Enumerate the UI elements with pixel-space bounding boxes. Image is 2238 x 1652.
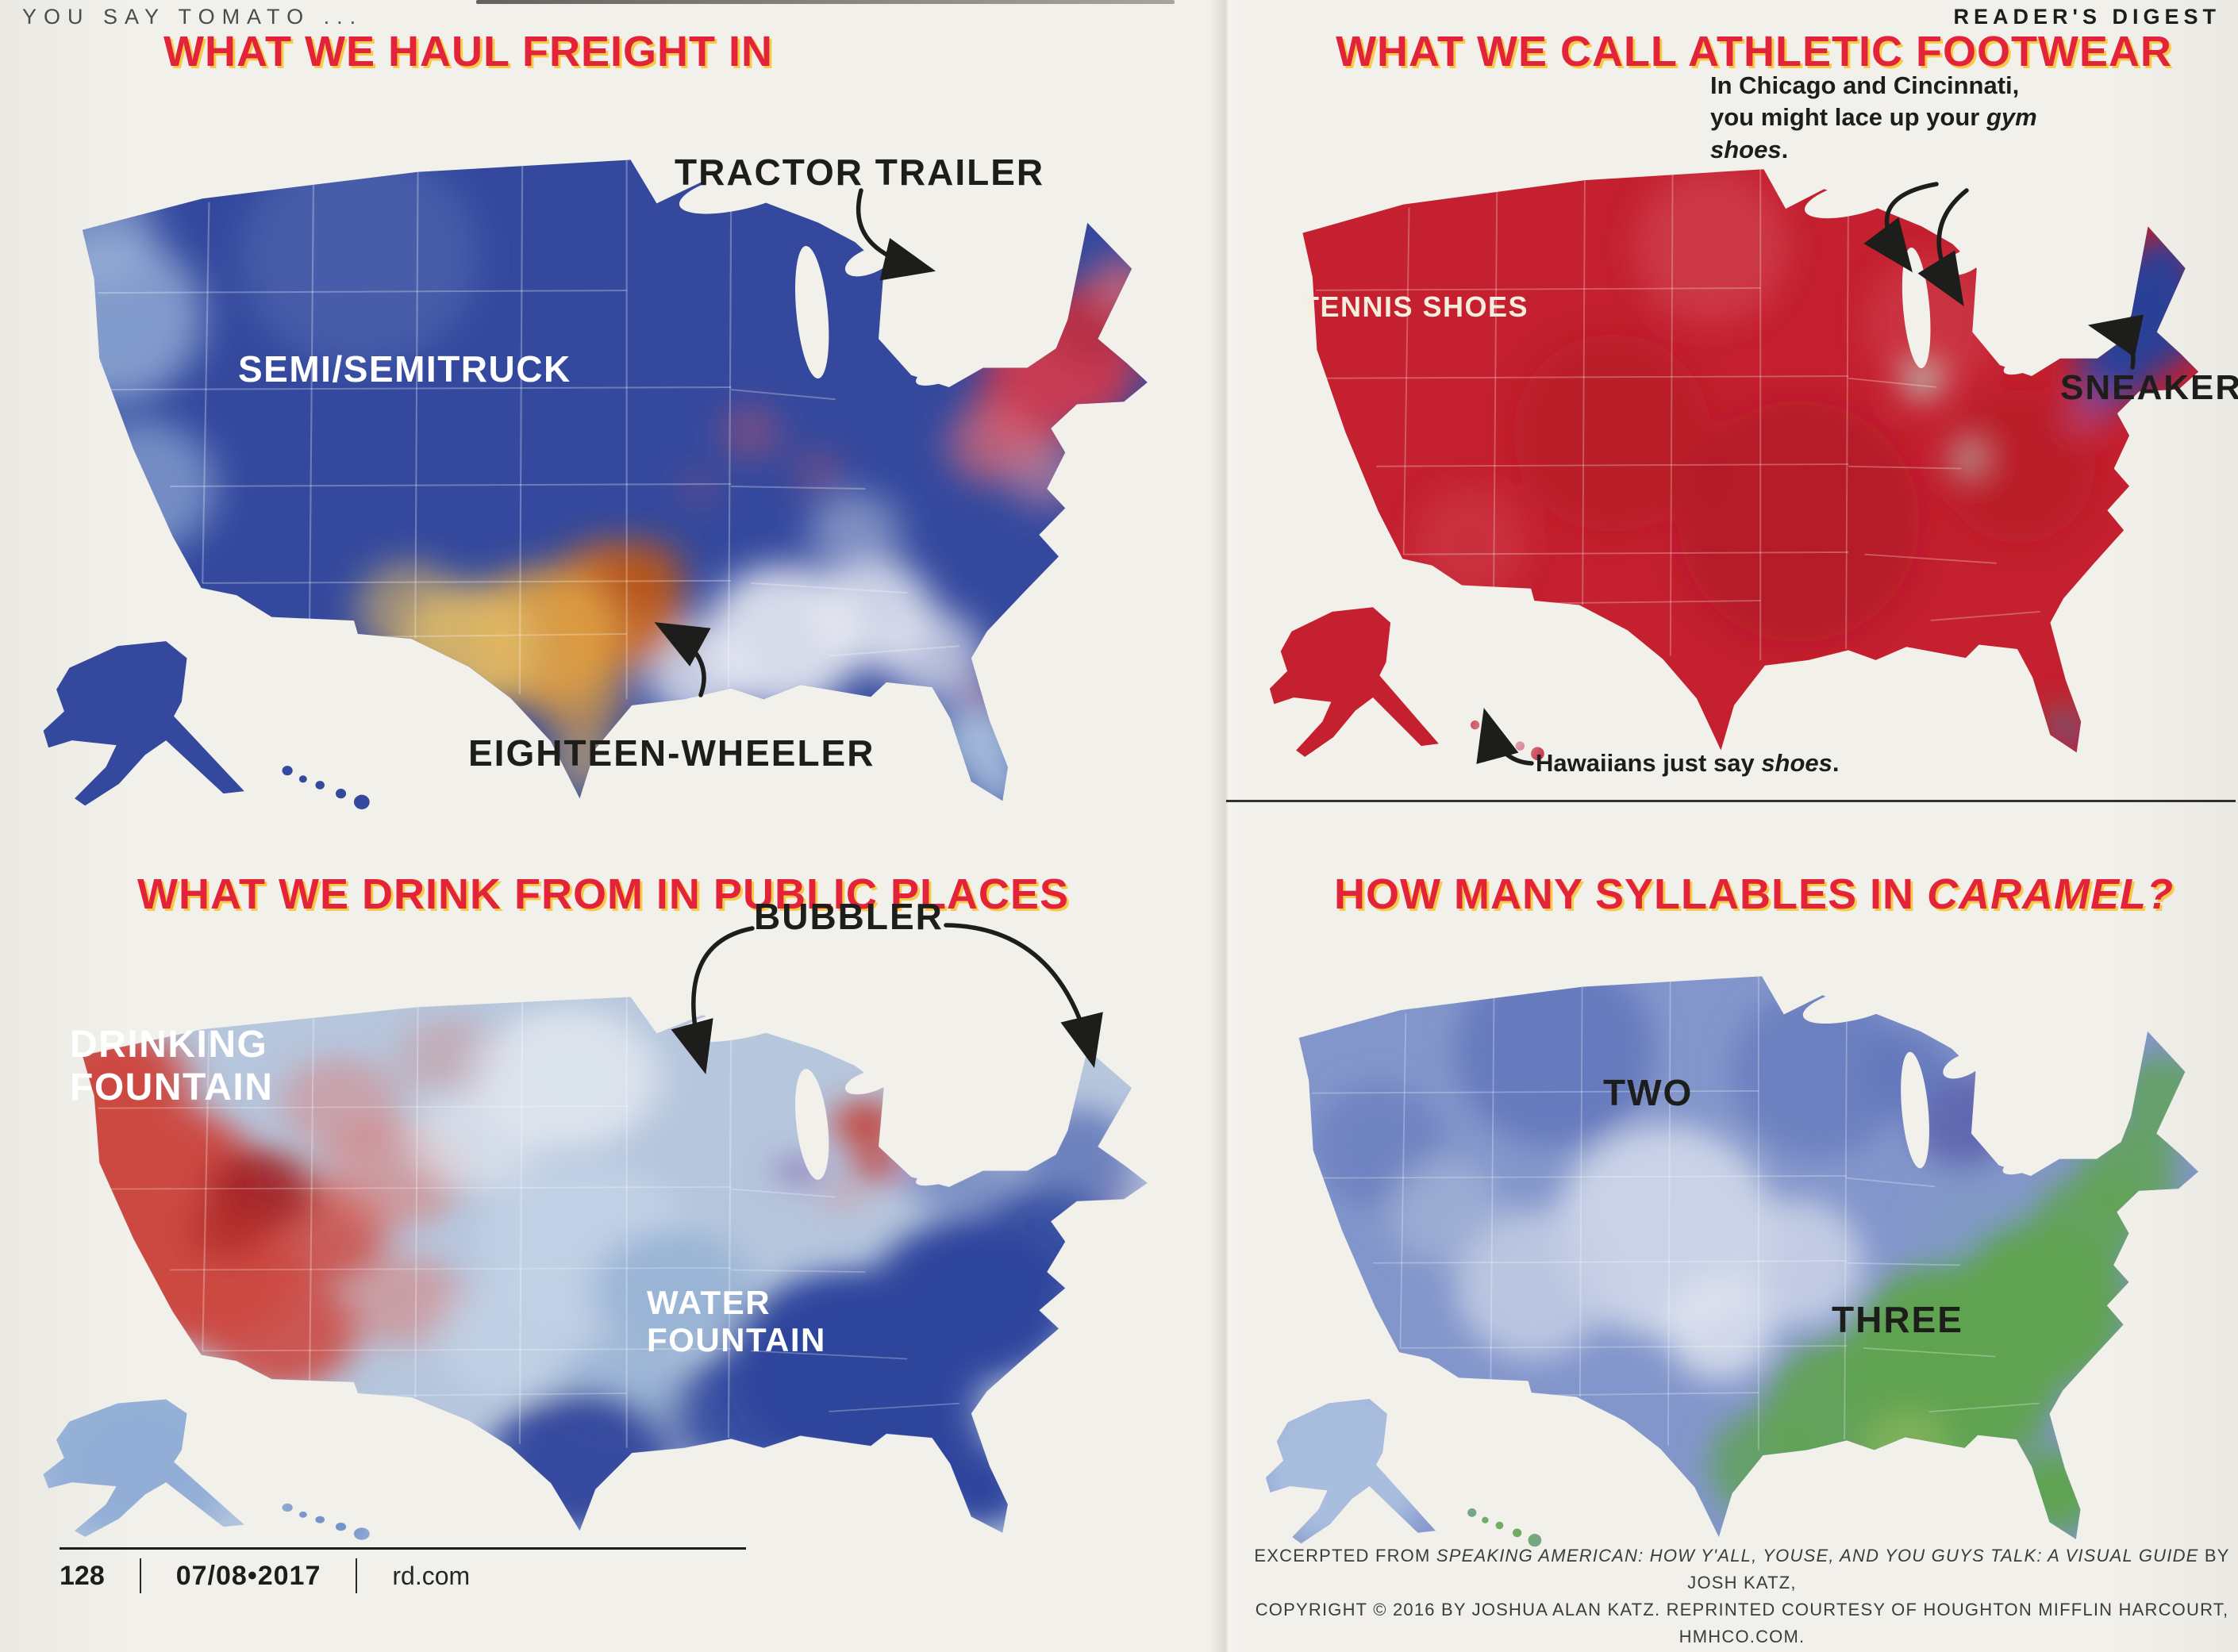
- freight-label-tractor-trailer: TRACTOR TRAILER: [675, 152, 1045, 193]
- credits-book-title: SPEAKING AMERICAN: HOW Y'ALL, YOUSE, AND…: [1436, 1546, 2199, 1566]
- footer-divider: [356, 1558, 358, 1593]
- arrow-sneakers: [2087, 314, 2144, 370]
- freight-label-semi: SEMI/SEMITRUCK: [238, 348, 571, 390]
- caramel-title-prefix: HOW MANY SYLLABLES IN: [1334, 870, 1928, 918]
- caramel-label-three: THREE: [1832, 1299, 1963, 1340]
- arrow-hawaii-shoes: [1476, 708, 1534, 766]
- footwear-note-gym-shoes: In Chicago and Cincinnati, you might lac…: [1710, 70, 2052, 166]
- note-gym-suffix: .: [1781, 135, 1789, 163]
- credits: EXCERPTED FROM SPEAKING AMERICAN: HOW Y'…: [1254, 1543, 2230, 1650]
- arrow-bubbler-wisconsin: [671, 926, 755, 1074]
- arrow-eighteen-wheeler: [654, 622, 711, 697]
- magazine-brand: READER'S DIGEST: [1953, 5, 2221, 29]
- footwear-map: [1269, 168, 2199, 761]
- footer-rule: [60, 1547, 746, 1550]
- note-hawaii-prefix: Hawaiians just say: [1536, 749, 1762, 777]
- drinking-label-drinking-fountain: DRINKING FOUNTAIN: [70, 1024, 274, 1108]
- footwear-label-tennis-shoes: TENNIS SHOES: [1302, 290, 1529, 323]
- caramel-map-title: HOW MANY SYLLABLES IN CARAMEL?: [1286, 870, 2222, 919]
- issue-date: 07/08•2017: [175, 1560, 321, 1591]
- arrow-gym-shoes-cincinnati: [1917, 188, 1969, 307]
- drinking-map: [43, 997, 1148, 1540]
- credits-line2: COPYRIGHT © 2016 BY JOSHUA ALAN KATZ. RE…: [1255, 1600, 2229, 1647]
- credits-prefix: EXCERPTED FROM: [1254, 1546, 1436, 1566]
- arrow-tractor-trailer: [856, 188, 936, 281]
- website-url: rd.com: [392, 1561, 471, 1590]
- footwear-note-hawaii: Hawaiians just say shoes.: [1536, 747, 1840, 779]
- caramel-label-two: TWO: [1603, 1072, 1694, 1113]
- scan-edge-artifact: [476, 0, 1175, 4]
- freight-map-title: WHAT WE HAUL FREIGHT IN: [163, 28, 773, 75]
- note-gym-prefix: In Chicago and Cincinnati, you might lac…: [1710, 71, 2020, 132]
- footer: 128 07/08•2017 rd.com: [60, 1558, 470, 1593]
- drinking-map-title: WHAT WE DRINK FROM IN PUBLIC PLACES: [137, 870, 1069, 918]
- freight-map: [43, 159, 1148, 809]
- footwear-map-title: WHAT WE CALL ATHLETIC FOOTWEAR: [1336, 28, 2172, 75]
- footer-divider: [139, 1558, 141, 1593]
- page-number: 128: [60, 1560, 105, 1591]
- freight-label-eighteen-wheeler: EIGHTEEN-WHEELER: [468, 732, 875, 774]
- note-hawaii-suffix: .: [1832, 749, 1840, 777]
- note-hawaii-italic: shoes: [1761, 749, 1832, 777]
- caramel-map: [1266, 976, 2198, 1547]
- drinking-label-water-fountain: WATER FOUNTAIN: [647, 1284, 826, 1359]
- note-gym-italic: gym shoes: [1710, 103, 2037, 163]
- section-tagline: YOU SAY TOMATO ...: [22, 5, 363, 29]
- credits-suffix: BY JOSH KATZ,: [1687, 1546, 2230, 1593]
- arrow-bubbler-boston: [944, 923, 1103, 1069]
- caramel-title-italic: CARAMEL?: [1927, 870, 2174, 918]
- right-column-divider: [1226, 800, 2236, 802]
- caramel-color-wash: [1266, 976, 2198, 1547]
- arrow-gym-shoes-chicago: [1863, 182, 1939, 273]
- drinking-label-bubbler: BUBBLER: [754, 896, 944, 937]
- page-fold-crease: [1209, 0, 1244, 1652]
- footwear-label-sneakers: SNEAKERS: [2060, 368, 2238, 407]
